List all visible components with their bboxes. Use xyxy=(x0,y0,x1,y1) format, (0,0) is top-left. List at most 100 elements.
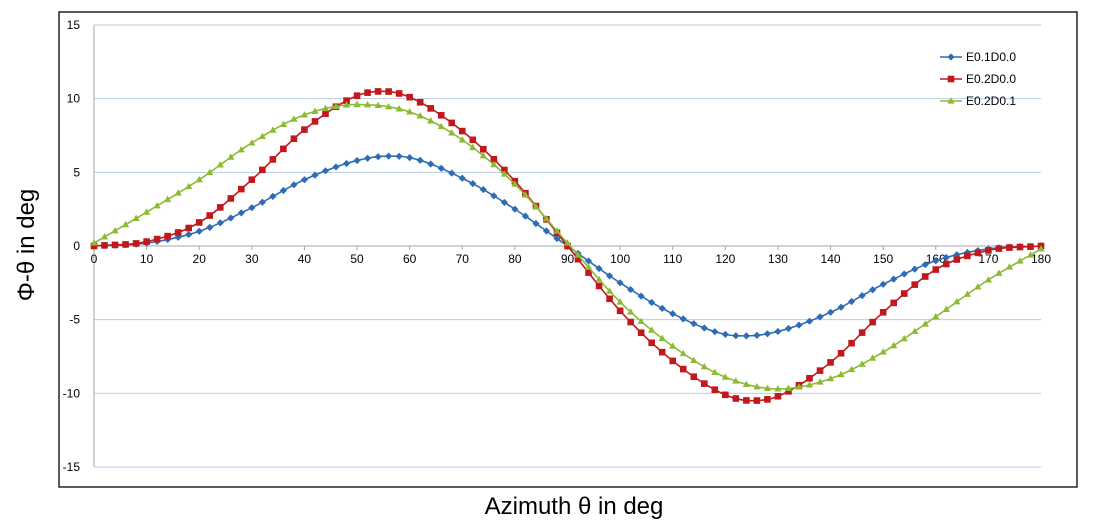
data-point xyxy=(532,219,540,228)
data-point xyxy=(753,383,761,390)
data-point xyxy=(542,227,551,235)
data-point xyxy=(227,153,235,160)
data-point xyxy=(679,315,687,323)
data-point xyxy=(258,198,266,206)
data-point xyxy=(479,185,487,194)
data-point xyxy=(385,88,392,95)
data-point xyxy=(890,299,897,307)
data-point xyxy=(605,287,614,294)
data-point xyxy=(206,212,214,219)
data-point xyxy=(174,229,182,236)
data-point xyxy=(848,365,856,373)
data-point xyxy=(132,240,140,247)
data-point xyxy=(185,230,193,239)
data-point xyxy=(669,310,677,318)
data-point xyxy=(785,388,792,395)
data-point xyxy=(943,260,950,268)
data-point xyxy=(311,171,319,179)
data-point xyxy=(332,102,340,109)
data-point xyxy=(921,261,929,269)
x-tick-label: 80 xyxy=(508,252,522,266)
data-point xyxy=(742,332,750,340)
data-point xyxy=(648,339,655,347)
data-point xyxy=(964,252,971,260)
data-point xyxy=(932,266,940,273)
data-point xyxy=(585,269,592,276)
data-point xyxy=(995,269,1003,276)
data-point xyxy=(911,281,919,288)
data-point xyxy=(816,313,824,321)
data-point xyxy=(763,384,772,391)
data-point xyxy=(616,279,624,287)
data-point xyxy=(101,242,108,249)
data-point xyxy=(122,241,129,248)
data-point xyxy=(806,375,813,382)
data-point xyxy=(827,359,834,366)
legend-marker xyxy=(947,75,955,83)
data-point xyxy=(269,156,277,163)
data-point xyxy=(963,248,971,257)
data-point xyxy=(437,122,445,130)
data-point xyxy=(637,317,645,324)
data-point xyxy=(174,189,182,196)
data-point xyxy=(258,132,266,140)
data-point xyxy=(953,256,961,263)
x-tick-label: 130 xyxy=(768,252,788,266)
data-point xyxy=(227,214,235,222)
data-point xyxy=(985,247,992,254)
data-point xyxy=(574,255,582,263)
data-point xyxy=(500,198,508,207)
data-point xyxy=(700,324,708,332)
data-point xyxy=(1006,244,1013,251)
data-point xyxy=(206,223,214,231)
data-point xyxy=(658,304,666,312)
data-point xyxy=(300,111,309,118)
x-tick-label: 90 xyxy=(561,252,575,266)
data-point xyxy=(153,235,161,243)
legend: E0.1D0.0 E0.2D0.0 E0.2D0.1 xyxy=(940,50,1016,108)
data-point xyxy=(879,309,887,316)
data-point xyxy=(637,329,645,337)
data-point xyxy=(616,298,624,305)
data-point xyxy=(132,214,140,221)
data-point xyxy=(627,285,635,294)
data-point xyxy=(385,152,393,160)
data-point xyxy=(995,245,1003,252)
data-point xyxy=(374,101,382,109)
data-point xyxy=(416,112,424,119)
data-point xyxy=(279,120,287,127)
data-point xyxy=(1027,243,1034,250)
data-point xyxy=(143,238,150,245)
data-point xyxy=(511,205,519,213)
data-point xyxy=(448,119,456,127)
data-point xyxy=(1037,245,1045,252)
data-point xyxy=(900,290,908,297)
data-point xyxy=(627,308,635,315)
data-point xyxy=(1026,251,1035,258)
data-point xyxy=(521,212,530,220)
data-point xyxy=(469,136,477,144)
data-point xyxy=(279,186,287,195)
data-point xyxy=(627,318,634,326)
data-point xyxy=(469,180,477,188)
series-group xyxy=(90,88,1045,404)
data-point xyxy=(290,181,298,189)
data-point xyxy=(206,168,214,176)
data-point xyxy=(911,265,919,273)
legend-marker xyxy=(947,97,955,104)
data-point xyxy=(584,257,593,265)
data-point xyxy=(480,145,487,153)
data-point xyxy=(153,201,161,209)
data-point xyxy=(363,154,372,162)
data-point xyxy=(942,253,950,262)
data-point xyxy=(722,391,729,399)
data-point xyxy=(732,377,740,384)
data-point xyxy=(637,292,645,300)
data-point xyxy=(542,214,551,222)
x-tick-label: 0 xyxy=(91,252,98,266)
data-point xyxy=(1005,263,1014,270)
data-point xyxy=(764,396,771,403)
data-point xyxy=(679,349,687,357)
data-point xyxy=(364,89,371,96)
